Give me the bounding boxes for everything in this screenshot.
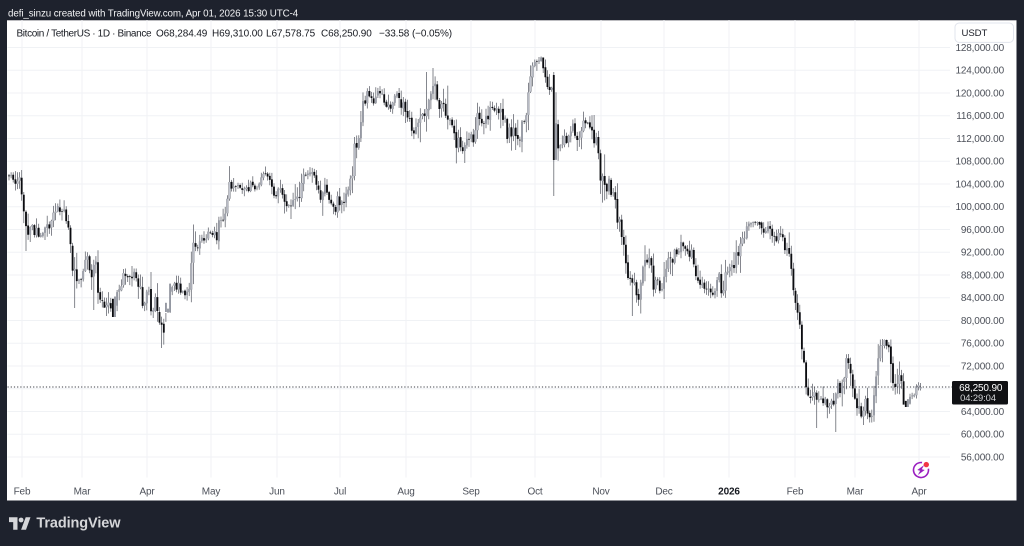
svg-text:L67,578.75: L67,578.75 [266, 28, 316, 39]
svg-text:May: May [202, 487, 221, 498]
svg-text:C68,250.90: C68,250.90 [321, 28, 372, 39]
svg-text:124,000.00: 124,000.00 [955, 66, 1004, 77]
svg-text:Feb: Feb [787, 487, 804, 498]
svg-text:H69,310.00: H69,310.00 [212, 28, 263, 39]
svg-text:Apr: Apr [139, 487, 155, 498]
svg-text:92,000.00: 92,000.00 [961, 248, 1005, 259]
svg-text:O68,284.49: O68,284.49 [156, 28, 208, 39]
svg-text:Jul: Jul [334, 487, 346, 498]
svg-text:112,000.00: 112,000.00 [956, 134, 1004, 145]
svg-text:USDT: USDT [962, 28, 988, 39]
svg-text:04:29:04: 04:29:04 [960, 392, 996, 403]
svg-text:84,000.00: 84,000.00 [961, 293, 1005, 304]
svg-text:60,000.00: 60,000.00 [961, 430, 1005, 441]
svg-text:56,000.00: 56,000.00 [961, 452, 1005, 463]
svg-text:88,000.00: 88,000.00 [961, 270, 1005, 281]
svg-text:Mar: Mar [74, 487, 92, 498]
svg-text:defi_sinzu created with Tradin: defi_sinzu created with TradingView.com,… [8, 9, 299, 20]
svg-text:Apr: Apr [911, 487, 927, 498]
svg-text:Sep: Sep [462, 487, 480, 498]
svg-text:76,000.00: 76,000.00 [961, 339, 1005, 350]
svg-text:Dec: Dec [655, 487, 672, 498]
svg-text:Mar: Mar [847, 487, 865, 498]
svg-text:128,000.00: 128,000.00 [955, 43, 1004, 54]
svg-text:120,000.00: 120,000.00 [955, 88, 1004, 99]
svg-text:TradingView: TradingView [36, 515, 121, 531]
svg-text:80,000.00: 80,000.00 [961, 316, 1005, 327]
svg-text:116,000.00: 116,000.00 [956, 111, 1004, 122]
svg-text:Bitcoin / TetherUS · 1D · Bina: Bitcoin / TetherUS · 1D · Binance [17, 28, 152, 39]
svg-text:68,250.90: 68,250.90 [959, 383, 1003, 394]
svg-text:Feb: Feb [14, 487, 31, 498]
svg-text:72,000.00: 72,000.00 [961, 361, 1005, 372]
svg-text:Aug: Aug [397, 487, 414, 498]
svg-text:108,000.00: 108,000.00 [955, 157, 1004, 168]
svg-text:2026: 2026 [718, 487, 740, 498]
svg-text:100,000.00: 100,000.00 [955, 202, 1004, 213]
svg-text:Jun: Jun [269, 487, 285, 498]
svg-text:64,000.00: 64,000.00 [961, 407, 1005, 418]
svg-text:Nov: Nov [592, 487, 609, 498]
svg-text:96,000.00: 96,000.00 [961, 225, 1005, 236]
svg-text:Oct: Oct [527, 487, 542, 498]
svg-text:104,000.00: 104,000.00 [955, 179, 1004, 190]
svg-text:−33.58 (−0.05%): −33.58 (−0.05%) [379, 28, 452, 39]
